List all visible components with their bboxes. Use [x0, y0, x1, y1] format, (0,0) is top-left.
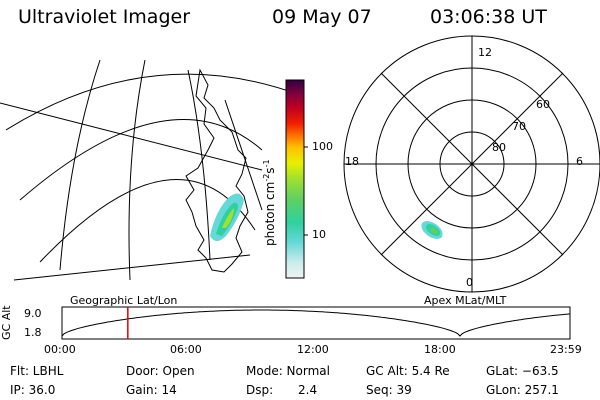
footer-glat: GLat: −63.5	[486, 364, 559, 378]
polar-mlt-18: 18	[345, 155, 359, 168]
xtick-1200: 12:00	[297, 343, 329, 356]
lon-line-2	[128, 59, 146, 281]
coastline	[185, 68, 249, 273]
footer-dsp-value: 2.4	[298, 383, 318, 397]
xtick-2359: 23:59	[550, 343, 582, 356]
colorbar-label-10: 10	[312, 228, 326, 241]
polar-mlt-6: 6	[576, 155, 583, 168]
altitude-ytick-min: 1.8	[24, 326, 42, 339]
lat-arc-1	[5, 73, 301, 131]
lon-line-1	[59, 59, 101, 271]
lon-line-6	[13, 254, 251, 281]
colorbar-unit-label: photon cm-2s-1	[262, 159, 277, 246]
footer-door: Door: Open	[126, 364, 195, 378]
altitude-ylabel: GC Alt	[0, 305, 13, 340]
footer-flt: Flt: LBHL	[10, 364, 64, 378]
footer-gcalt: GC Alt: 5.4 Re	[366, 364, 450, 378]
lon-line-3	[187, 69, 211, 261]
right-caption: Apex MLat/MLT	[424, 294, 507, 307]
polar-mlt-0: 0	[466, 276, 473, 289]
footer-seq: Seq: 39	[366, 383, 412, 397]
aurora-emission-map	[210, 193, 244, 241]
lat-arc-2	[19, 119, 263, 201]
altitude-ytick-max: 9.0	[24, 307, 42, 320]
altitude-frame	[61, 306, 571, 340]
lon-line-4	[224, 99, 263, 211]
polar-mlat-80: 80	[492, 141, 506, 154]
polar-mlt-12: 12	[478, 46, 492, 59]
xtick-0000: 00:00	[44, 343, 76, 356]
footer-gain: Gain: 14	[126, 383, 177, 397]
footer-dsp-label: Dsp:	[246, 383, 274, 397]
lon-line-5	[0, 102, 263, 171]
polar-mlat-60: 60	[536, 98, 550, 111]
footer-ip: IP: 36.0	[10, 383, 56, 397]
colorbar-label-100: 100	[312, 140, 333, 153]
footer-glon: GLon: 257.1	[486, 383, 559, 397]
footer-mode: Mode: Normal	[246, 364, 330, 378]
polar-ring-outer	[343, 35, 600, 293]
xtick-0600: 06:00	[170, 343, 202, 356]
aurora-emission-polar	[421, 221, 443, 239]
observation-date: 09 May 07	[272, 6, 372, 28]
xtick-1800: 18:00	[424, 343, 456, 356]
observation-time: 03:06:38 UT	[430, 6, 547, 28]
polar-mlat-70: 70	[512, 120, 526, 133]
altitude-curve	[61, 309, 571, 337]
left-caption: Geographic Lat/Lon	[70, 294, 178, 307]
lat-arc-3	[39, 179, 256, 263]
polar-ring-60	[375, 67, 569, 261]
imager-title: Ultraviolet Imager	[18, 6, 191, 28]
colorbar-scale	[285, 79, 305, 279]
